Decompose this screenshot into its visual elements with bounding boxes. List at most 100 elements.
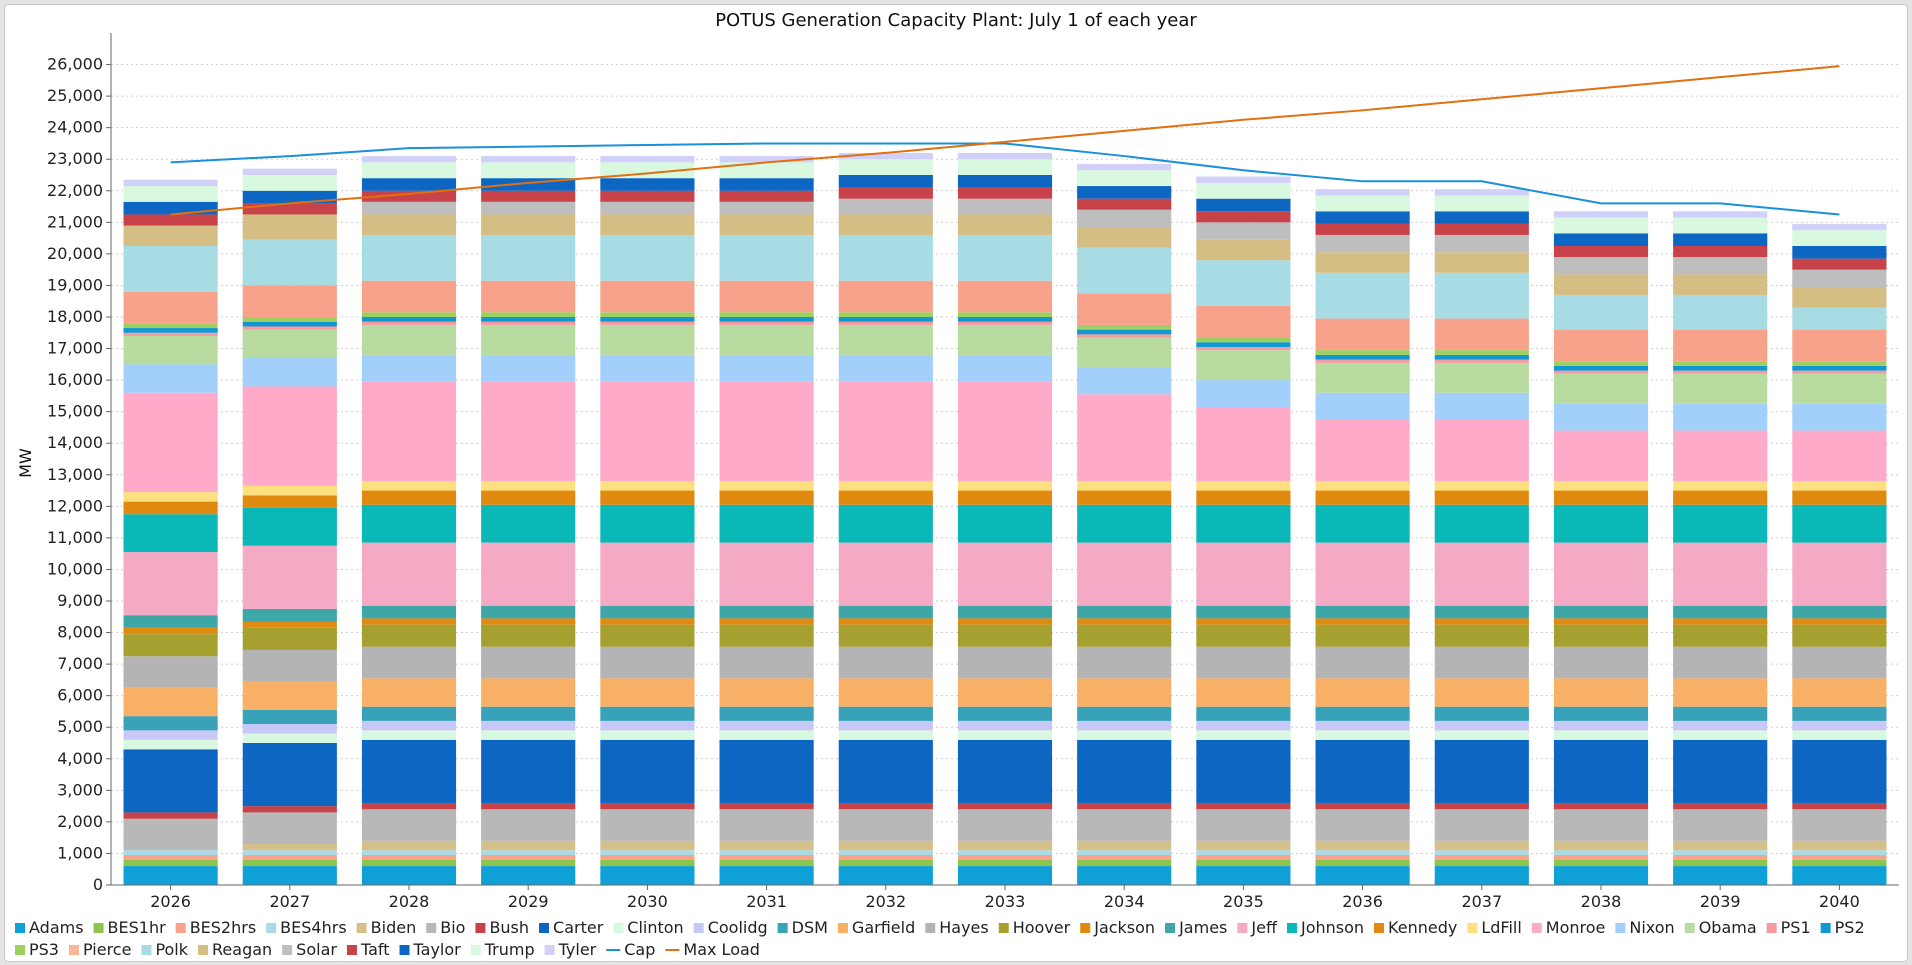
bar-segment-coolidg xyxy=(957,720,1053,731)
bar-segment-johnson xyxy=(1673,504,1768,543)
bar-segment-biden xyxy=(1553,840,1649,851)
bar-segment-bio xyxy=(719,809,814,841)
bar-segment-bes4hrs xyxy=(1673,850,1768,856)
bar-segment-hayes xyxy=(1673,646,1768,679)
legend-swatch xyxy=(356,923,367,933)
bar-segment-reagan xyxy=(481,214,576,235)
bar-segment-tyler xyxy=(242,168,337,175)
legend-item-monroe: Monroe xyxy=(1531,918,1606,937)
bar-segment-solar xyxy=(719,201,814,215)
bar-segment-garfield xyxy=(361,678,457,707)
bar-segment-garfield xyxy=(242,681,337,710)
bar-segment-polk xyxy=(1077,247,1172,294)
bar-segment-nixon xyxy=(838,354,933,382)
bar-segment-trump xyxy=(1673,217,1768,234)
legend-label: PS3 xyxy=(29,940,59,959)
x-tick-label: 2033 xyxy=(985,892,1026,911)
bar-segment-hoover xyxy=(481,624,576,647)
bar-segment-clinton xyxy=(1553,730,1649,740)
y-tick-label: 12,000 xyxy=(47,496,103,515)
bar-segment-reagan xyxy=(1196,239,1291,261)
bar-segment-bes4hrs xyxy=(242,850,337,856)
bar-stack-2031 xyxy=(719,156,814,885)
bar-stack-2040 xyxy=(1792,223,1887,885)
bar-segment-johnson xyxy=(1434,504,1529,543)
bar-segment-nixon xyxy=(481,354,576,382)
bar-segment-hoover xyxy=(123,634,218,657)
bar-segment-polk xyxy=(957,234,1053,281)
bar-segment-dsm xyxy=(481,706,576,721)
bar-segment-carter xyxy=(600,739,695,803)
legend-item-johnson: Johnson xyxy=(1286,918,1364,937)
bar-segment-bush xyxy=(1434,802,1529,810)
bar-segment-bes1hr xyxy=(719,859,814,867)
bar-segment-solar xyxy=(1315,234,1410,253)
bar-segment-monroe xyxy=(123,392,218,493)
bar-segment-bes2hrs xyxy=(123,855,218,860)
bar-segment-polk xyxy=(361,234,457,281)
bar-stack-2034 xyxy=(1077,163,1172,885)
bar-segment-bio xyxy=(1315,809,1410,841)
legend-swatch xyxy=(426,923,437,933)
bar-segment-clinton xyxy=(361,730,457,740)
bar-segment-jeff xyxy=(957,542,1053,606)
bar-segment-ps1b xyxy=(1315,318,1410,351)
bar-segment-monroe xyxy=(957,381,1053,482)
bar-segment-hoover xyxy=(600,624,695,647)
bar-segment-james xyxy=(1553,605,1649,619)
bar-segment-tyler xyxy=(957,152,1053,160)
bar-segment-carter xyxy=(361,739,457,803)
bar-segment-hayes xyxy=(838,646,933,679)
bar-segment-nixon xyxy=(1434,392,1529,420)
legend-swatch xyxy=(1080,923,1091,933)
legend-swatch xyxy=(470,945,481,955)
x-tick-label: 2036 xyxy=(1342,892,1383,911)
bar-segment-bush xyxy=(481,802,576,810)
x-tick-label: 2037 xyxy=(1461,892,1502,911)
bar-segment-trump xyxy=(481,162,576,179)
bar-segment-ldfill xyxy=(242,485,337,496)
bar-segment-nixon xyxy=(957,354,1053,382)
bar-segment-obama xyxy=(242,329,337,359)
bar-segment-coolidg xyxy=(1673,720,1768,731)
bar-segment-taft xyxy=(1553,246,1649,258)
bar-segment-solar xyxy=(838,198,933,215)
bar-segment-bes4hrs xyxy=(838,850,933,856)
y-axis-label: MW xyxy=(16,448,35,478)
bar-segment-hoover xyxy=(719,624,814,647)
legend-swatch xyxy=(15,945,25,955)
bar-segment-hoover xyxy=(1553,624,1649,647)
legend-label: Monroe xyxy=(1546,918,1606,937)
bar-segment-polk xyxy=(719,234,814,281)
bar-segment-reagan xyxy=(242,214,337,240)
bar-segment-bush xyxy=(719,802,814,810)
legend-item-kennedy: Kennedy xyxy=(1374,918,1457,937)
legend-swatch xyxy=(925,923,936,933)
bar-segment-ps2 xyxy=(1077,329,1172,335)
line-series xyxy=(170,65,1840,216)
legend-item-bio: Bio xyxy=(426,918,465,937)
bar-segment-nixon xyxy=(361,354,457,382)
bar-segment-solar xyxy=(1553,257,1649,275)
y-tick-label: 1,000 xyxy=(57,843,103,862)
bar-segment-taylor xyxy=(1315,211,1410,224)
bar-segment-james xyxy=(1077,605,1172,619)
chart-frame: POTUS Generation Capacity Plant: July 1 … xyxy=(4,4,1908,962)
bar-segment-garfield xyxy=(838,678,933,707)
legend-item-reagan: Reagan xyxy=(198,940,272,959)
bar-segment-monroe xyxy=(1315,419,1410,482)
y-tick-label: 17,000 xyxy=(47,339,103,358)
bar-segment-bio xyxy=(600,809,695,841)
bar-segment-reagan xyxy=(1315,252,1410,273)
bar-segment-garfield xyxy=(1553,678,1649,707)
bar-segment-solar xyxy=(1077,209,1172,228)
bar-segment-ldfill xyxy=(1196,481,1291,491)
bar-segment-jeff xyxy=(1196,542,1291,606)
bar-segment-bes2hrs xyxy=(1553,855,1649,860)
bar-segment-monroe xyxy=(1196,406,1291,482)
bar-segment-ps1 xyxy=(1792,370,1887,374)
bar-segment-obama xyxy=(957,324,1053,355)
bar-segment-coolidg xyxy=(600,720,695,731)
legend-label: Johnson xyxy=(1300,918,1364,937)
bar-segment-jeff xyxy=(1077,542,1172,606)
